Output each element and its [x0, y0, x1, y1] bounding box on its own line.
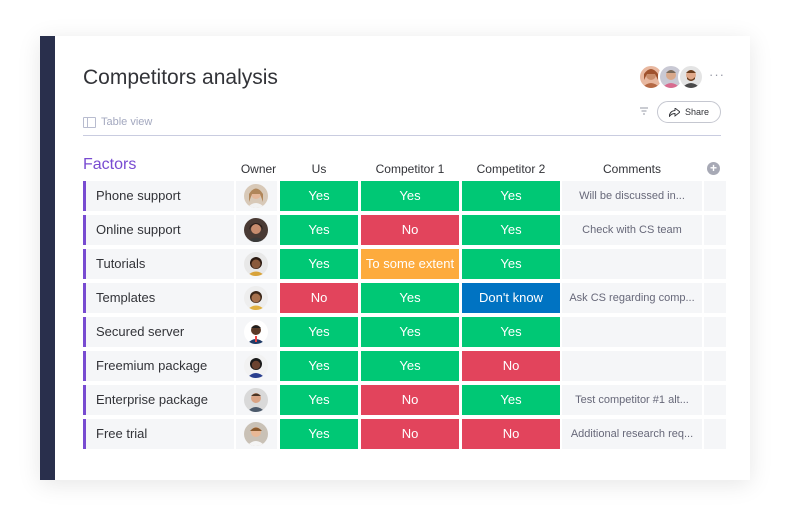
- owner-avatar[interactable]: [244, 184, 268, 208]
- table-view-tab[interactable]: Table view: [83, 115, 152, 129]
- group-title[interactable]: Factors: [83, 156, 137, 173]
- owner-cell[interactable]: [236, 283, 277, 313]
- status-competitor-2[interactable]: Yes: [462, 249, 560, 279]
- status-competitor-2[interactable]: Don't know: [462, 283, 560, 313]
- item-name[interactable]: Enterprise package: [83, 385, 234, 415]
- status-us[interactable]: Yes: [280, 215, 358, 245]
- item-name[interactable]: Secured server: [83, 317, 234, 347]
- status-competitor-2[interactable]: Yes: [462, 317, 560, 347]
- status-competitor-1[interactable]: No: [361, 419, 459, 449]
- item-name[interactable]: Phone support: [83, 181, 234, 211]
- comment-cell[interactable]: Will be discussed in...: [562, 181, 702, 211]
- comment-cell[interactable]: [562, 351, 702, 381]
- owner-cell[interactable]: [236, 181, 277, 211]
- share-label: Share: [684, 107, 710, 117]
- table-row[interactable]: Secured server Yes Yes Yes: [83, 317, 726, 347]
- extra-cell: [704, 385, 726, 415]
- status-us[interactable]: Yes: [280, 385, 358, 415]
- owner-cell[interactable]: [236, 419, 277, 449]
- status-competitor-2[interactable]: Yes: [462, 215, 560, 245]
- status-competitor-1[interactable]: Yes: [361, 181, 459, 211]
- filter-icon[interactable]: [639, 106, 649, 116]
- header-divider: [83, 135, 721, 136]
- status-us[interactable]: No: [280, 283, 358, 313]
- status-competitor-2[interactable]: No: [462, 351, 560, 381]
- status-competitor-2[interactable]: Yes: [462, 181, 560, 211]
- item-name[interactable]: Tutorials: [83, 249, 234, 279]
- owner-avatar[interactable]: [244, 218, 268, 242]
- add-column-icon[interactable]: +: [707, 162, 720, 175]
- table-view-icon: [83, 116, 96, 128]
- status-us[interactable]: Yes: [280, 249, 358, 279]
- comment-cell[interactable]: Test competitor #1 alt...: [562, 385, 702, 415]
- status-competitor-1[interactable]: To some extent: [361, 249, 459, 279]
- extra-cell: [704, 351, 726, 381]
- owner-cell[interactable]: [236, 351, 277, 381]
- share-button[interactable]: Share: [657, 101, 721, 123]
- comment-cell[interactable]: [562, 249, 702, 279]
- member-avatar[interactable]: [658, 64, 684, 90]
- item-name[interactable]: Online support: [83, 215, 234, 245]
- share-arrow-icon: [668, 107, 680, 117]
- more-options-icon[interactable]: ···: [709, 67, 725, 82]
- status-competitor-1[interactable]: No: [361, 385, 459, 415]
- table-row[interactable]: Freemium package Yes Yes No: [83, 351, 726, 381]
- status-us[interactable]: Yes: [280, 181, 358, 211]
- status-competitor-2[interactable]: No: [462, 419, 560, 449]
- comment-cell[interactable]: Ask CS regarding comp...: [562, 283, 702, 313]
- table-row[interactable]: Phone support Yes Yes Yes Will be discus…: [83, 181, 726, 211]
- board-card: Competitors analysis ··· Table view Shar…: [40, 36, 750, 480]
- owner-avatar[interactable]: [244, 320, 268, 344]
- extra-cell: [704, 283, 726, 313]
- status-us[interactable]: Yes: [280, 419, 358, 449]
- extra-cell: [704, 215, 726, 245]
- column-header-owner[interactable]: Owner: [240, 162, 277, 176]
- item-name[interactable]: Templates: [83, 283, 234, 313]
- left-sidebar: [40, 36, 55, 480]
- item-name[interactable]: Freemium package: [83, 351, 234, 381]
- column-header-competitor-2[interactable]: Competitor 2: [476, 162, 546, 176]
- comment-cell[interactable]: Additional research req...: [562, 419, 702, 449]
- column-header-competitor-1[interactable]: Competitor 1: [375, 162, 445, 176]
- owner-avatar[interactable]: [244, 388, 268, 412]
- owner-cell[interactable]: [236, 317, 277, 347]
- table-row[interactable]: Online support Yes No Yes Check with CS …: [83, 215, 726, 245]
- owner-avatar[interactable]: [244, 422, 268, 446]
- status-competitor-2[interactable]: Yes: [462, 385, 560, 415]
- extra-cell: [704, 181, 726, 211]
- item-name[interactable]: Free trial: [83, 419, 234, 449]
- comment-cell[interactable]: [562, 317, 702, 347]
- table-row[interactable]: Templates No Yes Don't know Ask CS regar…: [83, 283, 726, 313]
- extra-cell: [704, 317, 726, 347]
- column-header-comments[interactable]: Comments: [602, 162, 661, 176]
- status-competitor-1[interactable]: No: [361, 215, 459, 245]
- table-row[interactable]: Enterprise package Yes No Yes Test compe…: [83, 385, 726, 415]
- owner-avatar[interactable]: [244, 286, 268, 310]
- status-competitor-1[interactable]: Yes: [361, 317, 459, 347]
- table-row[interactable]: Free trial Yes No No Additional research…: [83, 419, 726, 449]
- table-view-label: Table view: [101, 116, 153, 128]
- status-us[interactable]: Yes: [280, 317, 358, 347]
- table-row[interactable]: Tutorials Yes To some extent Yes: [83, 249, 726, 279]
- member-avatar[interactable]: [678, 64, 704, 90]
- extra-cell: [704, 419, 726, 449]
- owner-cell[interactable]: [236, 249, 277, 279]
- owner-avatar[interactable]: [244, 354, 268, 378]
- owner-cell[interactable]: [236, 215, 277, 245]
- owner-cell[interactable]: [236, 385, 277, 415]
- column-header-us[interactable]: Us: [311, 162, 327, 176]
- status-competitor-1[interactable]: Yes: [361, 283, 459, 313]
- status-us[interactable]: Yes: [280, 351, 358, 381]
- extra-cell: [704, 249, 726, 279]
- status-competitor-1[interactable]: Yes: [361, 351, 459, 381]
- comment-cell[interactable]: Check with CS team: [562, 215, 702, 245]
- owner-avatar[interactable]: [244, 252, 268, 276]
- board-title[interactable]: Competitors analysis: [83, 66, 278, 89]
